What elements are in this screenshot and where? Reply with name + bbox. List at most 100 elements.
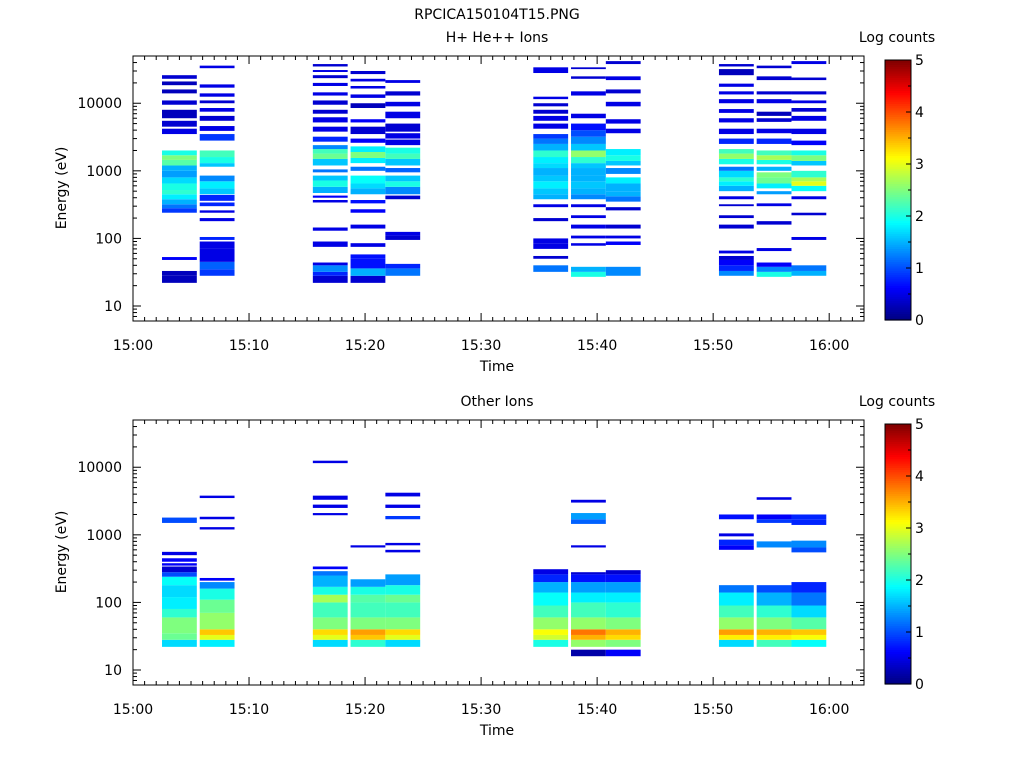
colorbar-segment xyxy=(885,543,911,546)
colorbar-tick-label: 0 xyxy=(915,677,924,693)
heatmap-cell xyxy=(162,270,197,276)
colorbar-segment xyxy=(885,250,911,254)
heatmap-cell xyxy=(350,268,386,276)
colorbar-segment xyxy=(885,83,911,87)
heatmap-cell xyxy=(385,175,421,182)
heatmap-cell xyxy=(350,119,386,123)
heatmap-cell xyxy=(571,130,606,137)
colorbar-segment xyxy=(885,439,911,442)
heatmap-cell xyxy=(312,158,348,166)
heatmap-cell xyxy=(533,67,569,74)
heatmap-cell xyxy=(350,126,386,135)
heatmap-cell xyxy=(162,597,197,609)
colorbar-segment xyxy=(885,508,911,512)
heatmap-cell xyxy=(385,634,421,640)
heatmap-cell xyxy=(162,617,197,634)
heatmap-cell xyxy=(571,629,606,635)
colorbar-segment xyxy=(885,523,911,527)
heatmap-cell xyxy=(350,85,386,89)
heatmap-cell xyxy=(605,160,641,166)
heatmap-cell xyxy=(199,84,235,88)
colorbar-tick-label: 3 xyxy=(915,521,924,537)
heatmap-cell xyxy=(756,191,792,195)
heatmap-cell xyxy=(756,159,792,165)
colorbar-segment xyxy=(885,255,911,258)
colorbar-segment xyxy=(885,81,911,85)
panel-title: H+ He++ Ions xyxy=(446,30,549,46)
heatmap-cell xyxy=(756,541,792,548)
x-tick-label: 15:30 xyxy=(461,702,501,718)
colorbar-segment xyxy=(885,645,911,648)
heatmap-cell xyxy=(199,527,235,530)
colorbar-segment xyxy=(885,122,911,126)
x-tick-label: 15:50 xyxy=(693,702,733,718)
colorbar-segment xyxy=(885,551,911,555)
heatmap-cell xyxy=(605,89,641,94)
heatmap-cell xyxy=(605,602,641,618)
heatmap-cell xyxy=(718,617,754,630)
colorbar-segment xyxy=(885,456,911,460)
colorbar-segment xyxy=(885,174,911,178)
colorbar-segment xyxy=(885,177,911,180)
colorbar-segment xyxy=(885,129,911,133)
heatmap-cell xyxy=(199,65,235,69)
colorbar-segment xyxy=(885,224,911,228)
colorbar-segment xyxy=(885,471,911,475)
heatmap-cell xyxy=(312,265,348,272)
heatmap-cell xyxy=(162,199,197,205)
heatmap-cell xyxy=(533,109,569,114)
heatmap-cell xyxy=(718,250,754,254)
colorbar-segment xyxy=(885,187,911,191)
colorbar-segment xyxy=(885,465,911,468)
heatmap-cell xyxy=(350,639,386,647)
heatmap-cell xyxy=(571,204,606,208)
axis-ticks: 15:00 15:10 15:20 15:30 15:40 15:50 16:00 10 100… xyxy=(77,419,865,718)
heatmap-cell xyxy=(718,533,754,537)
colorbar-segment xyxy=(885,75,911,78)
heatmap-cell xyxy=(385,594,421,603)
heatmap-cell xyxy=(756,203,792,207)
colorbar-segment xyxy=(885,478,911,481)
heatmap-cell xyxy=(312,70,348,72)
heatmap-cell xyxy=(533,123,569,129)
heatmap-cell xyxy=(791,181,827,186)
heatmap-cell xyxy=(385,515,421,520)
heatmap-cell xyxy=(718,153,754,159)
heatmap-cell xyxy=(756,150,792,156)
heatmap-cell xyxy=(718,224,754,229)
heatmap-cell xyxy=(718,514,754,520)
heatmap-cell xyxy=(756,155,792,160)
colorbar-segment xyxy=(885,495,911,499)
colorbar-segment xyxy=(885,658,911,661)
colorbar-segment xyxy=(885,246,911,250)
heatmap-cell xyxy=(533,218,569,222)
colorbar: 0 1 2 3 4 5 xyxy=(884,53,924,329)
heatmap-cell xyxy=(571,582,606,593)
colorbar-segment xyxy=(885,218,911,221)
colorbar-segment xyxy=(885,311,911,315)
colorbar-segment xyxy=(885,664,911,668)
heatmap-cell xyxy=(350,146,386,152)
heatmap-cell xyxy=(791,91,827,95)
heatmap-cell xyxy=(605,191,641,197)
colorbar-segment xyxy=(885,73,911,76)
x-tick-label: 15:10 xyxy=(229,702,269,718)
heatmap-cell xyxy=(350,200,386,204)
colorbar-segment xyxy=(885,101,911,104)
x-tick-label: 16:00 xyxy=(809,338,849,354)
colorbar-segment xyxy=(885,666,911,670)
page-title: RPCICA150104T15.PNG xyxy=(414,7,579,23)
heatmap-cell xyxy=(312,117,348,123)
heatmap-cell xyxy=(533,134,569,139)
heatmap-cell xyxy=(350,78,386,82)
heatmap-cell xyxy=(385,111,421,119)
colorbar-segment xyxy=(885,79,911,83)
colorbar-segment xyxy=(885,424,911,427)
x-tick-label: 15:20 xyxy=(345,702,385,718)
heatmap-cell xyxy=(756,166,792,171)
heatmap-cell xyxy=(350,175,386,184)
colorbar-segment xyxy=(885,231,911,234)
colorbar-segment xyxy=(885,285,911,289)
heatmap-cell xyxy=(162,109,197,119)
heatmap-cell xyxy=(756,266,792,272)
